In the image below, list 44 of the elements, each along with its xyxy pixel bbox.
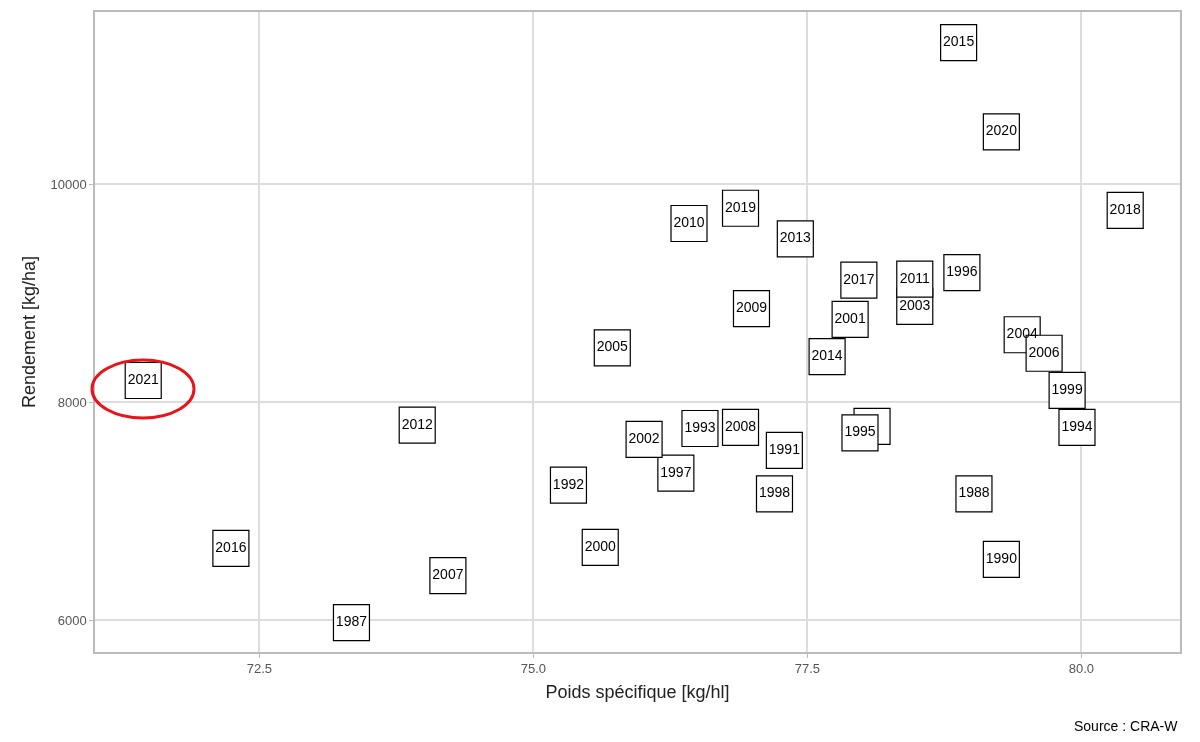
y-tick-label: 10000 [50,176,87,192]
annotation: 2015 [943,33,975,50]
annotation: 1990 [985,549,1018,566]
annotation: 1988 [958,484,990,501]
annotation: 2012 [401,415,433,432]
x-tick-label: 72.5 [246,661,273,677]
x-tick-label: 77.5 [794,661,821,677]
y-tick-label: 6000 [57,612,87,628]
annotation: 2004 [1006,325,1038,342]
annotation: 1995 [844,423,876,440]
annotation: 2016 [215,538,247,555]
annotation: 2007 [432,566,464,583]
annotation: 1996 [946,263,978,280]
annotation: 2010 [673,214,705,231]
annotation: 2006 [1028,343,1060,360]
annotation: 2011 [899,269,931,286]
annotation: 2021 [127,371,159,388]
y-tick-label: 8000 [57,394,87,410]
annotation: 1999 [1051,380,1083,397]
annotation: 2014 [811,347,843,364]
annotation: 1994 [1061,417,1093,434]
x-tick-label: 75.0 [520,661,547,677]
annotation: 2003 [899,296,931,313]
annotation: 1992 [552,475,585,492]
x-axis-title: Poids spécifique [kg/hl] [545,681,730,702]
annotation: 2009 [735,299,768,316]
annotation: 1993 [684,418,716,435]
annotation: 2019 [724,198,757,215]
annotation: 2020 [985,122,1018,139]
annotation: 2013 [779,229,812,246]
annotation: 2002 [628,429,660,446]
annotation: 2005 [596,338,629,355]
annotation: 2000 [584,537,617,554]
y-axis-title: Rendement [kg/ha] [19,255,40,409]
x-tick-label: 80.0 [1068,661,1095,677]
annotation: 1998 [758,484,791,501]
annotation: 1987 [335,613,368,630]
annotation: 2001 [834,309,866,326]
annotation: 1997 [660,463,692,480]
annotation: 2008 [724,417,757,434]
annotation: 2018 [1109,200,1141,217]
annotation: 2017 [843,270,875,287]
annotation: 1991 [768,440,801,457]
source-note: Source : CRA-W [1074,718,1179,734]
